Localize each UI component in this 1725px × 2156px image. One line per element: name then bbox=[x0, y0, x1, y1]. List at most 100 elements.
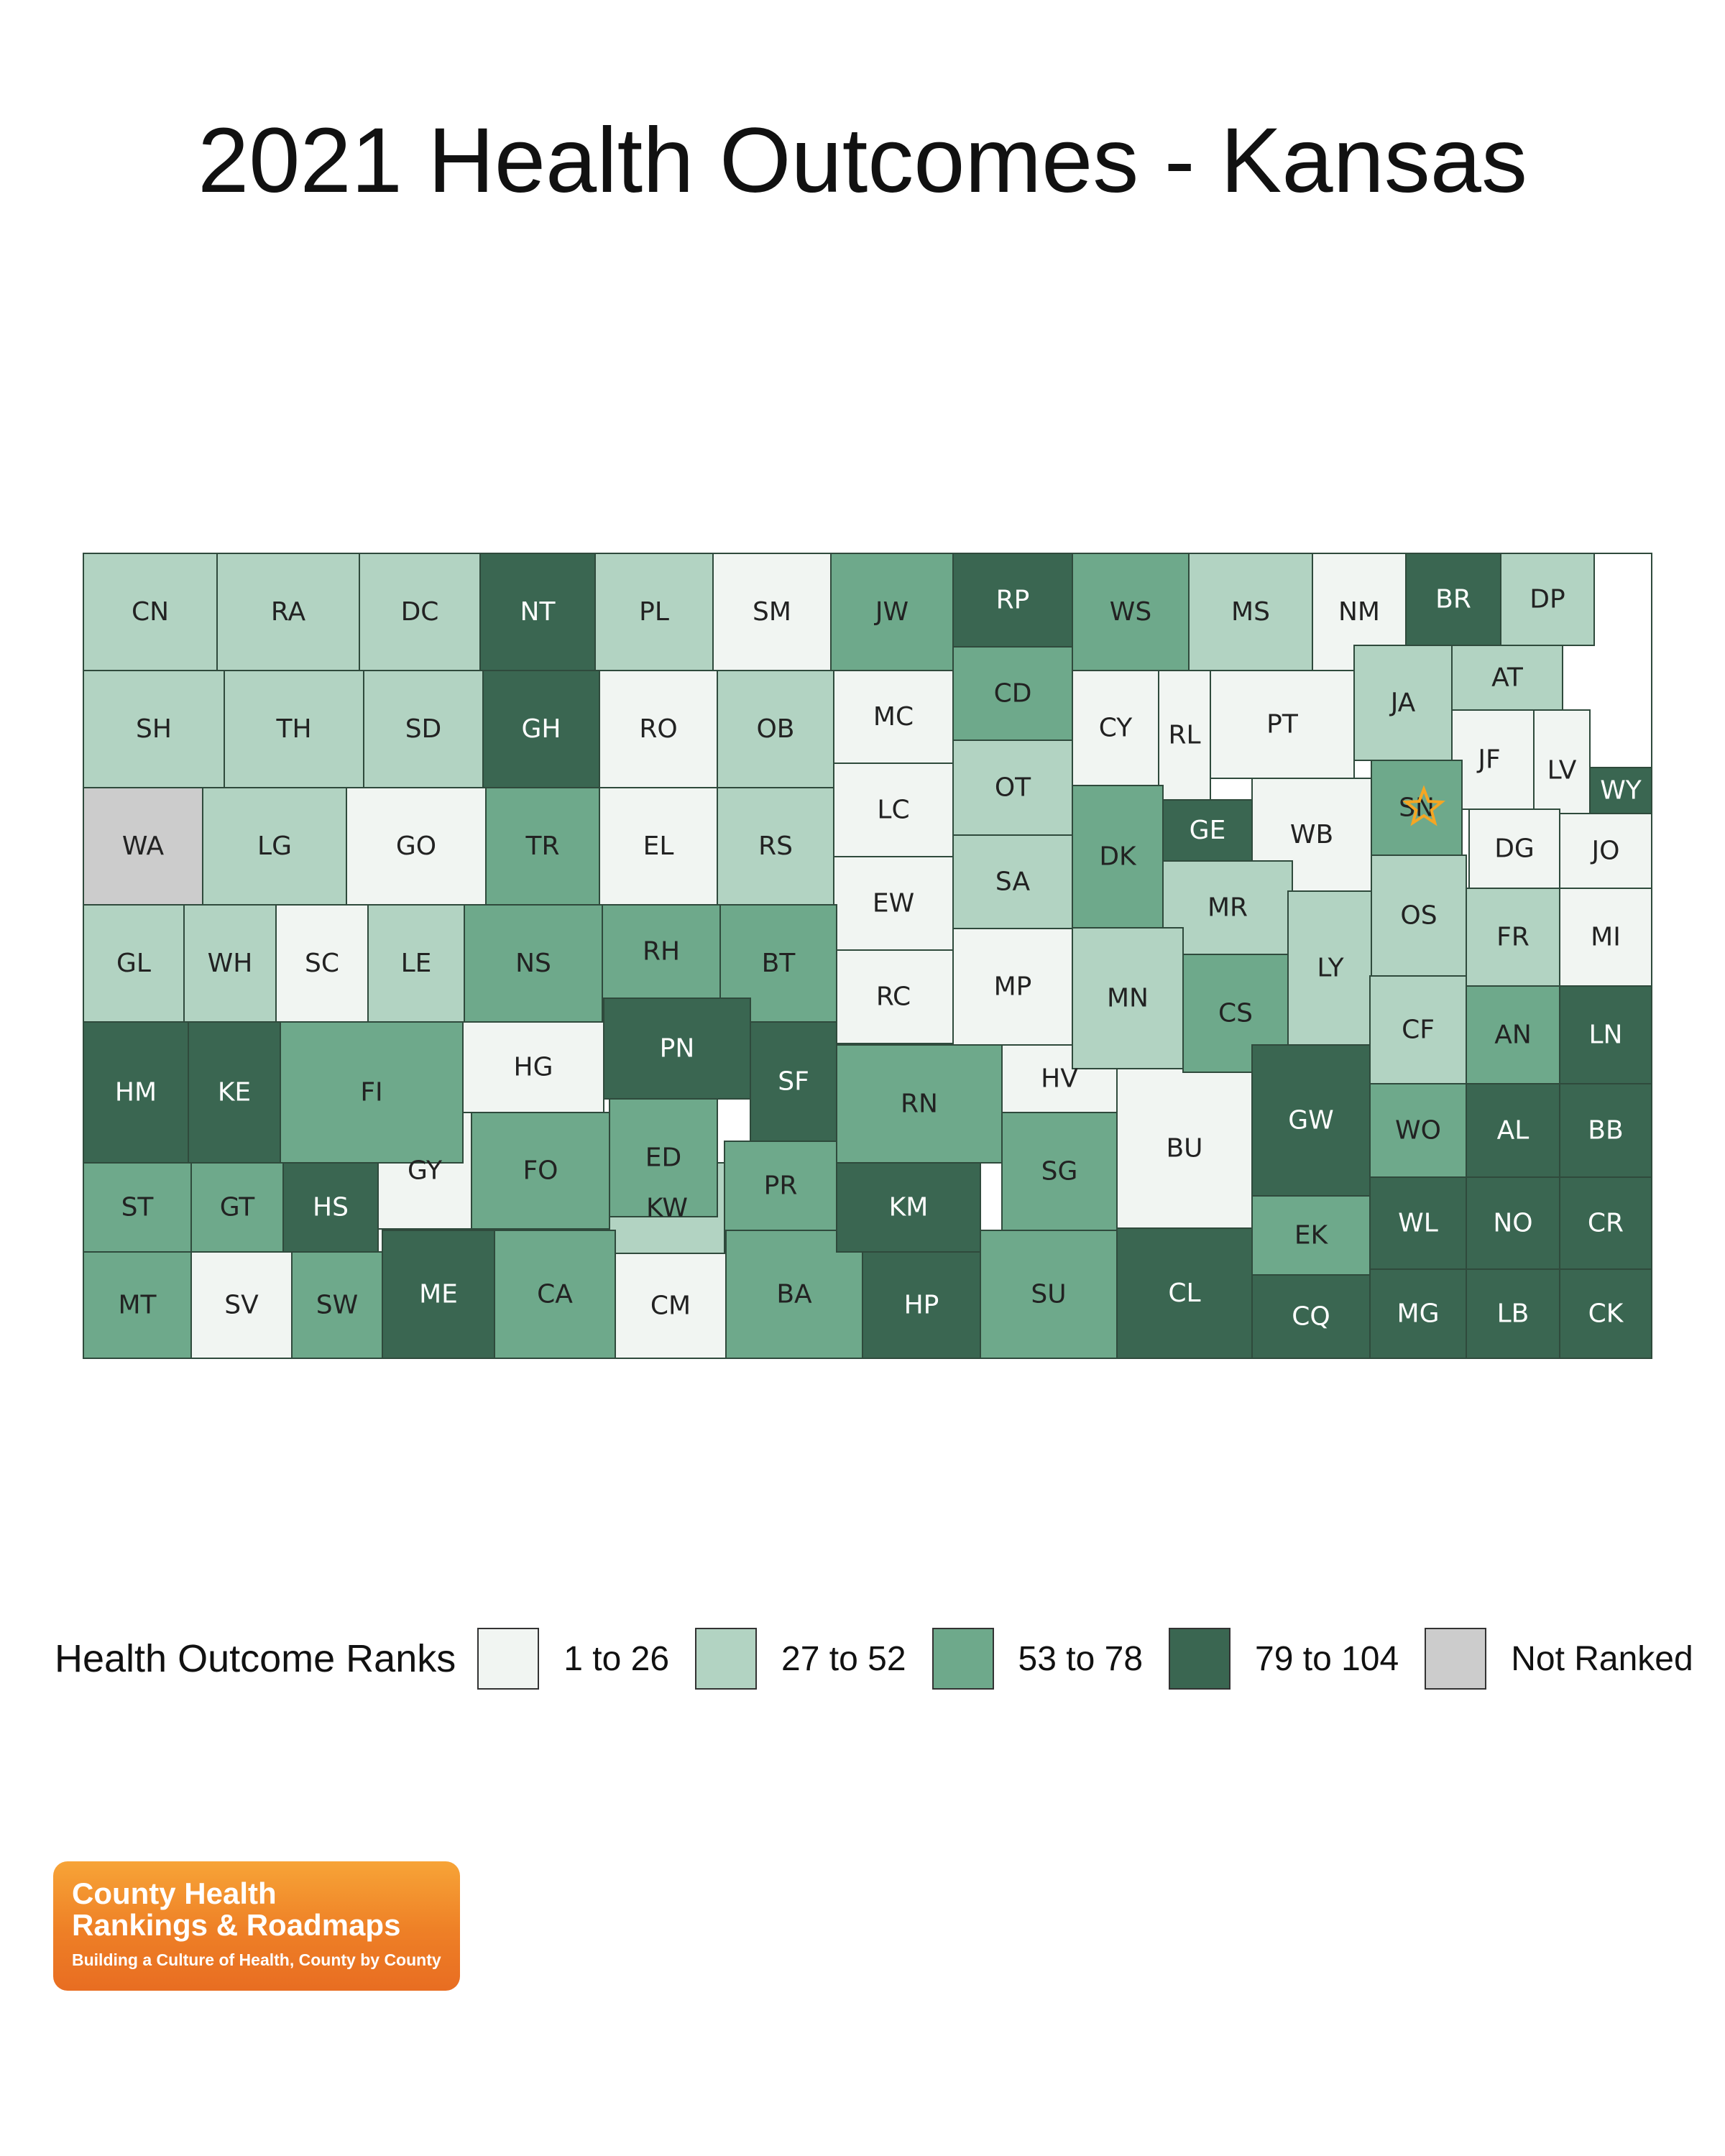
county-label-nt: NT bbox=[520, 597, 556, 627]
county-label-os: OS bbox=[1400, 901, 1437, 931]
county-label-cs: CS bbox=[1218, 999, 1253, 1028]
legend-label-1-26: 1 to 26 bbox=[564, 1639, 670, 1678]
county-hs bbox=[282, 1162, 379, 1253]
county-label-ek: EK bbox=[1294, 1221, 1329, 1250]
county-label-me: ME bbox=[419, 1280, 458, 1309]
county-label-mn: MN bbox=[1107, 984, 1149, 1013]
county-label-tr: TR bbox=[525, 831, 559, 861]
county-label-gw: GW bbox=[1288, 1106, 1334, 1135]
legend-swatch-27-52 bbox=[695, 1628, 758, 1690]
county-label-gy: GY bbox=[408, 1156, 443, 1186]
county-label-ed: ED bbox=[645, 1143, 681, 1173]
county-label-ja: JA bbox=[1389, 688, 1416, 718]
capital-star-icon bbox=[1402, 785, 1446, 826]
county-rn bbox=[836, 1044, 1003, 1164]
county-mg bbox=[1369, 1268, 1467, 1359]
county-rs bbox=[717, 787, 834, 906]
county-ws bbox=[1072, 553, 1190, 671]
county-ja bbox=[1353, 645, 1453, 761]
county-bu bbox=[1116, 1068, 1253, 1229]
logo-tagline: Building a Culture of Health, County by … bbox=[72, 1950, 441, 1969]
legend-label-53-78: 53 to 78 bbox=[1018, 1639, 1144, 1678]
legend-swatch-79-104 bbox=[1169, 1628, 1231, 1690]
county-label-ba: BA bbox=[776, 1280, 812, 1309]
county-fr bbox=[1466, 888, 1560, 987]
county-label-ob: OB bbox=[756, 714, 794, 744]
county-label-mc: MC bbox=[873, 702, 914, 732]
county-label-rn: RN bbox=[901, 1089, 938, 1119]
legend-swatch-not-ranked bbox=[1425, 1628, 1487, 1690]
county-label-cq: CQ bbox=[1292, 1302, 1330, 1332]
county-bb bbox=[1559, 1083, 1652, 1178]
county-fi bbox=[280, 1021, 464, 1164]
legend-label-not-ranked: Not Ranked bbox=[1511, 1639, 1693, 1678]
county-sc bbox=[275, 904, 369, 1023]
county-label-sc: SC bbox=[305, 949, 339, 978]
county-lg bbox=[202, 787, 347, 906]
county-label-jf: JF bbox=[1476, 745, 1500, 775]
county-wy bbox=[1589, 767, 1652, 814]
county-wh bbox=[183, 904, 277, 1023]
county-th bbox=[224, 670, 364, 788]
county-label-lb: LB bbox=[1497, 1299, 1530, 1329]
county-label-ot: OT bbox=[995, 773, 1031, 803]
county-label-sg: SG bbox=[1041, 1157, 1078, 1187]
county-label-pl: PL bbox=[639, 597, 669, 627]
county-label-bb: BB bbox=[1588, 1116, 1623, 1146]
county-jo bbox=[1559, 813, 1652, 889]
county-gl bbox=[83, 904, 185, 1023]
county-sg bbox=[1001, 1112, 1118, 1231]
county-sv bbox=[190, 1251, 293, 1359]
county-label-mt: MT bbox=[118, 1291, 157, 1320]
county-label-lv: LV bbox=[1547, 756, 1577, 786]
county-label-el: EL bbox=[643, 831, 674, 861]
county-sn bbox=[1371, 760, 1463, 856]
county-label-cm: CM bbox=[650, 1291, 691, 1321]
county-label-ms: MS bbox=[1231, 597, 1270, 627]
county-mt bbox=[83, 1251, 192, 1359]
county-label-dp: DP bbox=[1530, 585, 1565, 614]
county-label-hv: HV bbox=[1041, 1064, 1078, 1094]
county-km bbox=[836, 1162, 981, 1253]
county-label-wl: WL bbox=[1398, 1209, 1438, 1238]
county-mn bbox=[1072, 927, 1184, 1069]
county-label-ke: KE bbox=[218, 1078, 251, 1107]
logo-line-2: Rankings & Roadmaps bbox=[72, 1908, 401, 1942]
county-sd bbox=[363, 670, 484, 788]
county-label-sh: SH bbox=[136, 714, 172, 744]
county-label-ro: RO bbox=[639, 714, 677, 744]
county-label-hg: HG bbox=[514, 1053, 553, 1082]
county-label-al: AL bbox=[1497, 1116, 1530, 1146]
county-hp bbox=[862, 1251, 981, 1359]
county-sw bbox=[291, 1251, 383, 1359]
county-wl bbox=[1369, 1176, 1467, 1270]
county-label-wy: WY bbox=[1600, 776, 1642, 806]
county-pl bbox=[594, 553, 714, 671]
county-gt bbox=[190, 1162, 284, 1253]
county-me bbox=[382, 1230, 495, 1359]
county-label-mp: MP bbox=[994, 972, 1032, 1002]
legend: Health Outcome Ranks 1 to 26 27 to 52 53… bbox=[55, 1626, 1715, 1692]
county-ns bbox=[464, 904, 603, 1023]
county-cl bbox=[1116, 1227, 1253, 1359]
legend-label-79-104: 79 to 104 bbox=[1255, 1639, 1399, 1678]
county-label-wb: WB bbox=[1290, 820, 1333, 849]
county-label-bu: BU bbox=[1166, 1134, 1202, 1164]
county-mp bbox=[952, 928, 1073, 1046]
county-ew bbox=[833, 856, 954, 951]
county-sf bbox=[750, 1021, 837, 1142]
county-lb bbox=[1466, 1268, 1560, 1359]
county-su bbox=[980, 1230, 1118, 1359]
county-label-ew: EW bbox=[873, 889, 914, 918]
legend-swatch-53-78 bbox=[932, 1628, 994, 1690]
county-label-cd: CD bbox=[994, 679, 1032, 709]
chrr-logo: County Health Rankings & Roadmaps Buildi… bbox=[53, 1861, 460, 1991]
county-el bbox=[599, 787, 718, 906]
county-at bbox=[1451, 645, 1563, 711]
county-label-st: ST bbox=[121, 1193, 155, 1222]
county-label-pr: PR bbox=[764, 1171, 798, 1201]
county-label-le: LE bbox=[401, 949, 432, 978]
county-label-hp: HP bbox=[904, 1291, 939, 1320]
county-label-mg: MG bbox=[1397, 1299, 1440, 1329]
county-label-bt: BT bbox=[762, 949, 796, 978]
